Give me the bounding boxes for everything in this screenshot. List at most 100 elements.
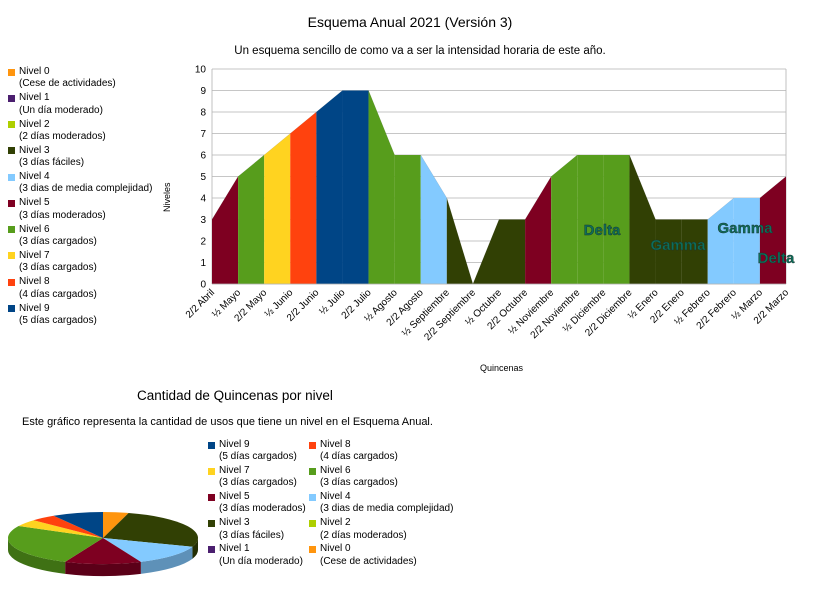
- legend-item-nivel-8: Nivel 8 (4 días cargados): [8, 276, 183, 301]
- y-tick-label: 1: [200, 258, 206, 269]
- annotation-gamma: Gamma: [650, 237, 706, 254]
- legend-swatch: [8, 121, 15, 129]
- pie-title: Cantidad de Quincenas por nivel: [137, 388, 333, 403]
- area-segment-18: [681, 219, 708, 284]
- legend-swatch: [208, 467, 215, 475]
- legend-item-nivel-0: Nivel 0 (Cese de actividades): [8, 66, 183, 91]
- area-edge: [368, 90, 395, 156]
- legend-label: Nivel 4 (3 dias de media complejidad): [320, 491, 454, 515]
- legend-label: Nivel 8 (4 días cargados): [320, 439, 398, 463]
- area-edge: [446, 197, 474, 285]
- area-segment-20: [733, 198, 760, 284]
- area-edge: [629, 154, 656, 220]
- x-axis-label: Quincenas: [480, 363, 524, 373]
- legend-swatch: [8, 94, 15, 102]
- area-edge: [264, 133, 291, 156]
- area-edge: [759, 176, 787, 199]
- pie-slice-nivel-8: [33, 515, 103, 538]
- legend-swatch: [8, 173, 15, 181]
- legend-swatch: [8, 278, 15, 286]
- legend-label: Nivel 4 (3 dias de media complejidad): [19, 171, 153, 195]
- area-legend: Nivel 0 (Cese de actividades) Nivel 1 (Un…: [8, 66, 183, 329]
- legend-label: Nivel 1 (Un día moderado): [219, 543, 303, 567]
- area-edge: [524, 176, 552, 220]
- legend-label: Nivel 3 (3 días fáciles): [19, 144, 85, 169]
- area-edge: [551, 154, 578, 177]
- area-segment-5: [342, 90, 369, 284]
- legend-item-nivel-7: Nivel 7 (3 días cargados): [8, 250, 183, 275]
- legend-label: Nivel 7 (3 días cargados): [219, 465, 297, 489]
- legend-swatch: [208, 441, 215, 449]
- pie-slice-nivel-0: [103, 512, 129, 538]
- pie-slice-nivel-4: [103, 538, 193, 562]
- pie-slice-nivel-7: [18, 520, 104, 538]
- legend-label: Nivel 2 (2 días moderados): [19, 118, 106, 142]
- legend-item-nivel-5: Nivel 5 (3 días moderados): [208, 491, 309, 516]
- annotation-delta: Delta: [584, 222, 621, 239]
- y-axis-label: Niveles: [162, 182, 172, 212]
- y-tick-label: 0: [200, 280, 206, 291]
- area-segment-10: [472, 219, 499, 284]
- legend-item-nivel-4: Nivel 4 (3 dias de media complejidad): [309, 491, 459, 516]
- y-tick-label: 8: [200, 108, 206, 119]
- area-segment-8: [420, 155, 447, 284]
- legend-item-nivel-8: Nivel 8 (4 días cargados): [309, 439, 459, 464]
- area-segment-19: [707, 198, 734, 284]
- pie-description: Este gráfico representa la cantidad de u…: [22, 416, 433, 428]
- legend-label: Nivel 0 (Cese de actividades): [320, 543, 417, 567]
- area-segment-12: [525, 176, 552, 284]
- area-segment-2: [264, 133, 291, 284]
- legend-label: Nivel 7 (3 días cargados): [19, 249, 97, 274]
- annotation-delta: Delta: [758, 250, 795, 267]
- legend-label: Nivel 2 (2 días moderados): [320, 517, 407, 541]
- pie-slice-nivel-3: [103, 512, 199, 547]
- area-edge: [420, 154, 448, 199]
- legend-label: Nivel 1 (Un día moderado): [19, 92, 103, 116]
- area-edge: [707, 197, 734, 220]
- pie-side-nivel-3: [192, 538, 198, 559]
- legend-label: Nivel 5 (3 días moderados): [219, 491, 306, 515]
- legend-label: Nivel 6 (3 días cargados): [19, 223, 97, 247]
- legend-swatch: [309, 545, 316, 553]
- area-edge: [316, 90, 343, 113]
- pie-slice-nivel-5: [65, 538, 141, 564]
- legend-swatch: [309, 441, 316, 449]
- legend-label: Nivel 5 (3 días moderados): [19, 197, 106, 221]
- pie-slice-nivel-9: [53, 512, 103, 538]
- legend-swatch: [8, 68, 15, 76]
- y-tick-label: 9: [200, 86, 206, 97]
- y-tick-label: 6: [200, 151, 206, 162]
- legend-swatch: [8, 199, 15, 207]
- chart-title: Esquema Anual 2021 (Versión 3): [307, 14, 513, 30]
- legend-item-nivel-4: Nivel 4 (3 dias de media complejidad): [8, 171, 183, 196]
- legend-item-nivel-3: Nivel 3 (3 días fáciles): [208, 517, 309, 542]
- legend-item-nivel-1: Nivel 1 (Un día moderado): [8, 92, 183, 117]
- area-edge: [472, 219, 500, 285]
- y-tick-label: 3: [200, 215, 206, 226]
- area-segment-16: [629, 155, 656, 284]
- area-segment-11: [499, 219, 526, 284]
- legend-swatch: [309, 467, 316, 475]
- legend-label: Nivel 0 (Cese de actividades): [19, 66, 116, 90]
- y-tick-label: 4: [200, 194, 206, 205]
- legend-item-nivel-9: Nivel 9 (5 días cargados): [208, 439, 309, 464]
- area-segment-21: [759, 176, 786, 284]
- legend-item-nivel-0: Nivel 0 (Cese de actividades): [309, 543, 459, 568]
- legend-label: Nivel 6 (3 días cargados): [320, 465, 398, 489]
- area-segment-1: [238, 155, 265, 284]
- area-segment-6: [368, 90, 395, 284]
- pie-side-nivel-4: [140, 546, 193, 574]
- area-segment-17: [655, 219, 682, 284]
- area-segment-7: [394, 155, 421, 284]
- area-edge: [290, 111, 317, 134]
- legend-swatch: [8, 226, 15, 234]
- legend-label: Nivel 9 (5 días cargados): [19, 302, 97, 326]
- legend-swatch: [309, 493, 316, 501]
- area-edge: [237, 154, 265, 177]
- area-segment-13: [551, 155, 578, 284]
- legend-swatch: [208, 545, 215, 553]
- legend-item-nivel-2: Nivel 2 (2 días moderados): [8, 119, 183, 144]
- area-segment-14: [577, 155, 604, 284]
- legend-swatch: [208, 493, 215, 501]
